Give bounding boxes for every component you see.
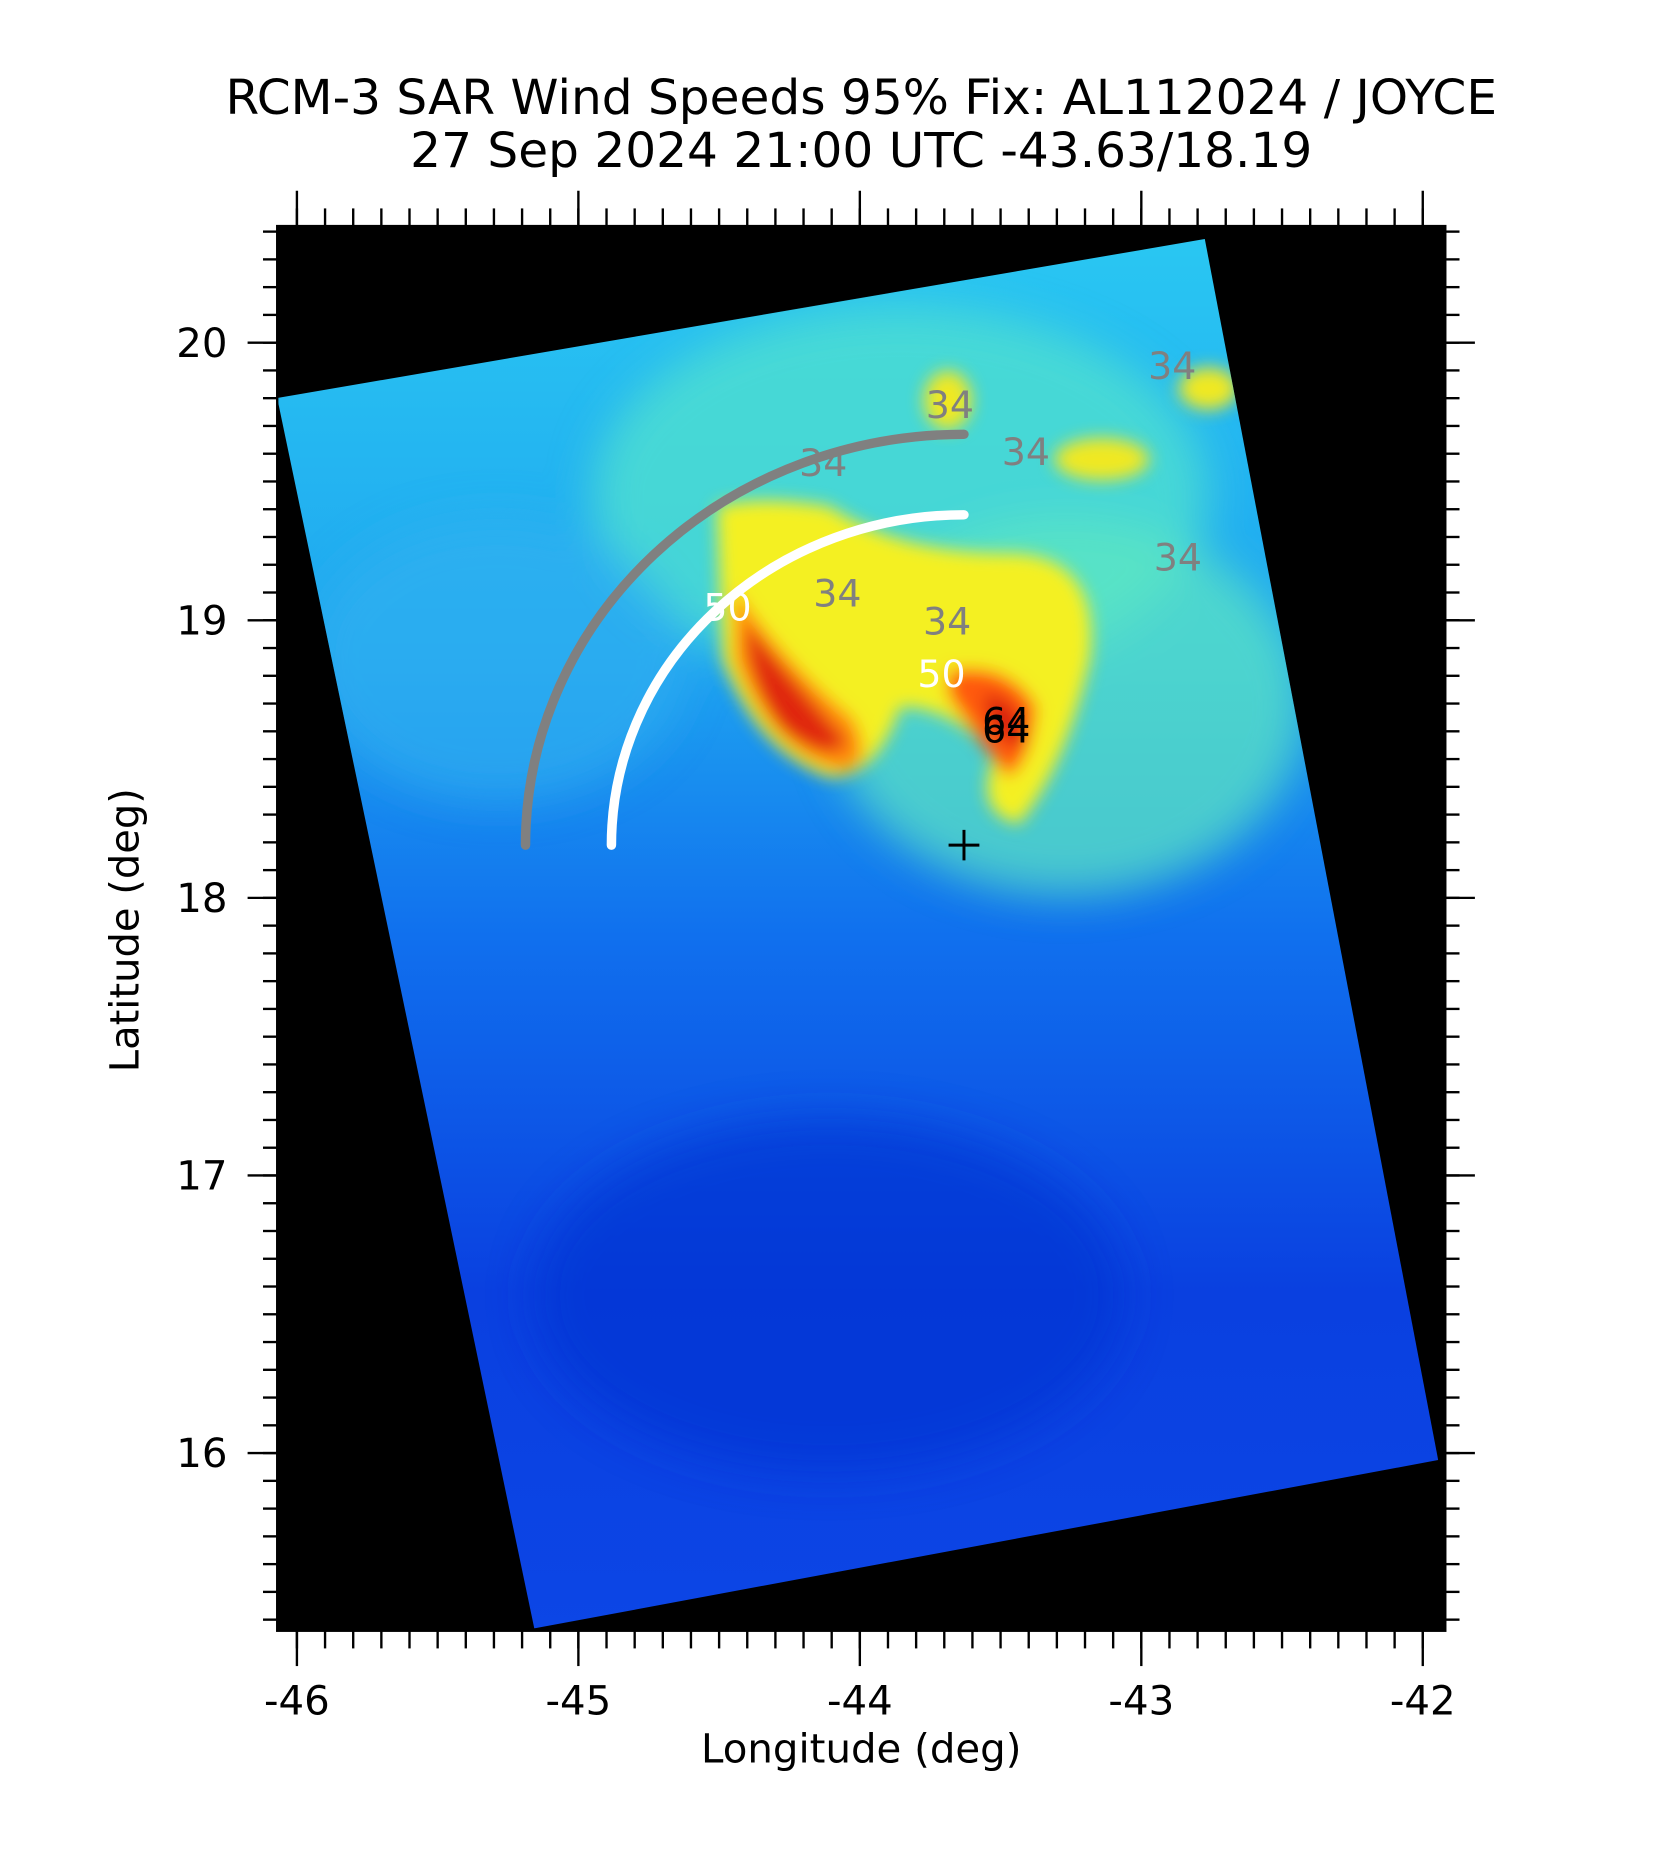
contour-label: 64 xyxy=(982,708,1030,752)
x-tick-label: -45 xyxy=(545,1678,611,1724)
wind-radius-arc xyxy=(520,429,969,850)
contour-label: 34 xyxy=(923,600,971,644)
wind-maxima xyxy=(716,367,1238,825)
chart-title: RCM-3 SAR Wind Speeds 95% Fix: AL112024 … xyxy=(225,70,1497,126)
y-tick-label: 18 xyxy=(176,876,227,922)
contour-label: 34 xyxy=(1002,430,1050,474)
y-axis-label: Latitude (deg) xyxy=(102,788,148,1072)
y-tick-label: 19 xyxy=(176,599,227,645)
x-tick-label: -42 xyxy=(1390,1678,1456,1724)
plot-frame xyxy=(276,224,1447,1632)
contour-label: 64 xyxy=(982,699,1030,743)
wind-radius-arc xyxy=(606,510,969,850)
y-tick-label: 17 xyxy=(176,1154,227,1200)
x-tick-label: -46 xyxy=(264,1678,330,1724)
contour-label: 50 xyxy=(917,652,965,696)
wind-field-texture xyxy=(308,306,1304,1472)
wind-field xyxy=(277,239,1439,1629)
storm-center xyxy=(948,829,980,861)
chart-subtitle: 27 Sep 2024 21:00 UTC -43.63/18.19 xyxy=(410,123,1312,179)
contour-label: 34 xyxy=(1148,344,1196,388)
x-tick-label: -44 xyxy=(827,1678,893,1724)
contour-label: 34 xyxy=(1154,536,1202,580)
y-tick-label: 20 xyxy=(176,321,227,367)
contour-label: 34 xyxy=(813,572,861,616)
y-tick-label: 16 xyxy=(176,1431,227,1477)
contour-label: 34 xyxy=(926,383,974,427)
x-axis-label: Longitude (deg) xyxy=(701,1727,1021,1773)
x-tick-label: -43 xyxy=(1108,1678,1174,1724)
axes xyxy=(247,190,1475,1667)
